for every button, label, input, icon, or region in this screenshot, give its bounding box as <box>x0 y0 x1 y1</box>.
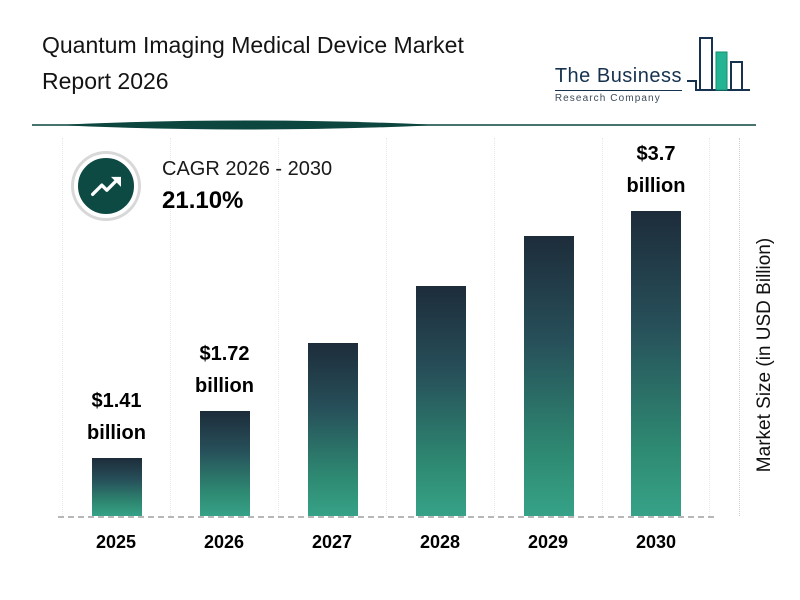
cagr-label: CAGR 2026 - 2030 <box>162 157 333 180</box>
bar-chart-logo-icon <box>687 37 750 91</box>
bar-value-amount: $3.7 <box>636 143 676 165</box>
bar-column-2030: $3.7 billion 2030 <box>602 138 710 553</box>
x-axis-label-2027: 2027 <box>311 532 353 552</box>
bar-area <box>278 138 386 516</box>
bar-2028 <box>415 286 466 516</box>
bar-column-2028: 2028 <box>386 138 494 553</box>
x-axis-label-2029: 2029 <box>527 532 569 552</box>
header: Quantum Imaging Medical Device Market Re… <box>0 0 800 104</box>
cagr-text: CAGR 2026 - 2030 21.10% <box>162 158 332 215</box>
x-axis-label-2025: 2025 <box>95 532 137 552</box>
company-logo: The Business Research Company <box>554 34 752 104</box>
bar-value-label: $1.41 billion <box>87 385 146 449</box>
bar-value-amount: $1.72 <box>199 343 250 365</box>
page-title: Quantum Imaging Medical Device Market Re… <box>42 28 464 99</box>
bar-value-unit: billion <box>87 422 146 444</box>
cagr-badge: CAGR 2026 - 2030 21.10% <box>74 154 332 218</box>
bar-group: $1.41 billion 2025 $1.72 billion 2026 2027 2028… <box>62 138 710 553</box>
x-axis-label-2030: 2030 <box>635 532 677 552</box>
bar-2025 <box>91 458 142 516</box>
bar-area: $3.7 billion <box>602 138 710 516</box>
bar-value-unit: billion <box>195 375 254 397</box>
logo-text: The Business Research Company <box>554 65 682 104</box>
bar-value-amount: $1.41 <box>91 390 142 412</box>
decorative-divider <box>32 120 756 130</box>
bar-area <box>494 138 602 516</box>
bar-2027 <box>307 343 358 516</box>
bar-area: $1.41 billion <box>62 138 170 516</box>
bar-value-label: $3.7 billion <box>627 138 686 202</box>
bar-column-2027: 2027 <box>278 138 386 553</box>
bar-value-unit: billion <box>626 175 686 197</box>
bar-2026 <box>199 411 250 516</box>
bar-column-2025: $1.41 billion 2025 <box>62 138 170 553</box>
cagr-value: 21.10% <box>162 186 244 214</box>
bar-2030 <box>631 211 681 516</box>
bar-area: $1.72 billion <box>170 138 278 516</box>
y-axis-title: Market Size (in USD Billion) <box>754 237 775 473</box>
bar-chart: $1.41 billion 2025 $1.72 billion 2026 2027 2028… <box>58 138 740 553</box>
logo-name: The Business <box>554 65 682 91</box>
right-gridline <box>739 138 740 516</box>
page-title-line2: Report 2026 <box>42 67 169 94</box>
x-axis-label-2026: 2026 <box>203 532 245 552</box>
x-axis-baseline <box>58 516 714 518</box>
bar-column-2029: 2029 <box>494 138 602 553</box>
page-title-line1: Quantum Imaging Medical Device Market <box>42 32 464 58</box>
trending-up-icon <box>91 176 121 196</box>
bar-area <box>386 138 494 516</box>
x-axis-label-2028: 2028 <box>419 532 461 552</box>
plot-area: $1.41 billion 2025 $1.72 billion 2026 2027 2028… <box>58 138 740 553</box>
logo-subname: Research Company <box>554 93 661 104</box>
cagr-circle <box>74 154 138 218</box>
bar-column-2026: $1.72 billion 2026 <box>170 138 278 553</box>
bar-value-label: $1.72 billion <box>195 338 254 402</box>
bar-2029 <box>523 236 574 516</box>
